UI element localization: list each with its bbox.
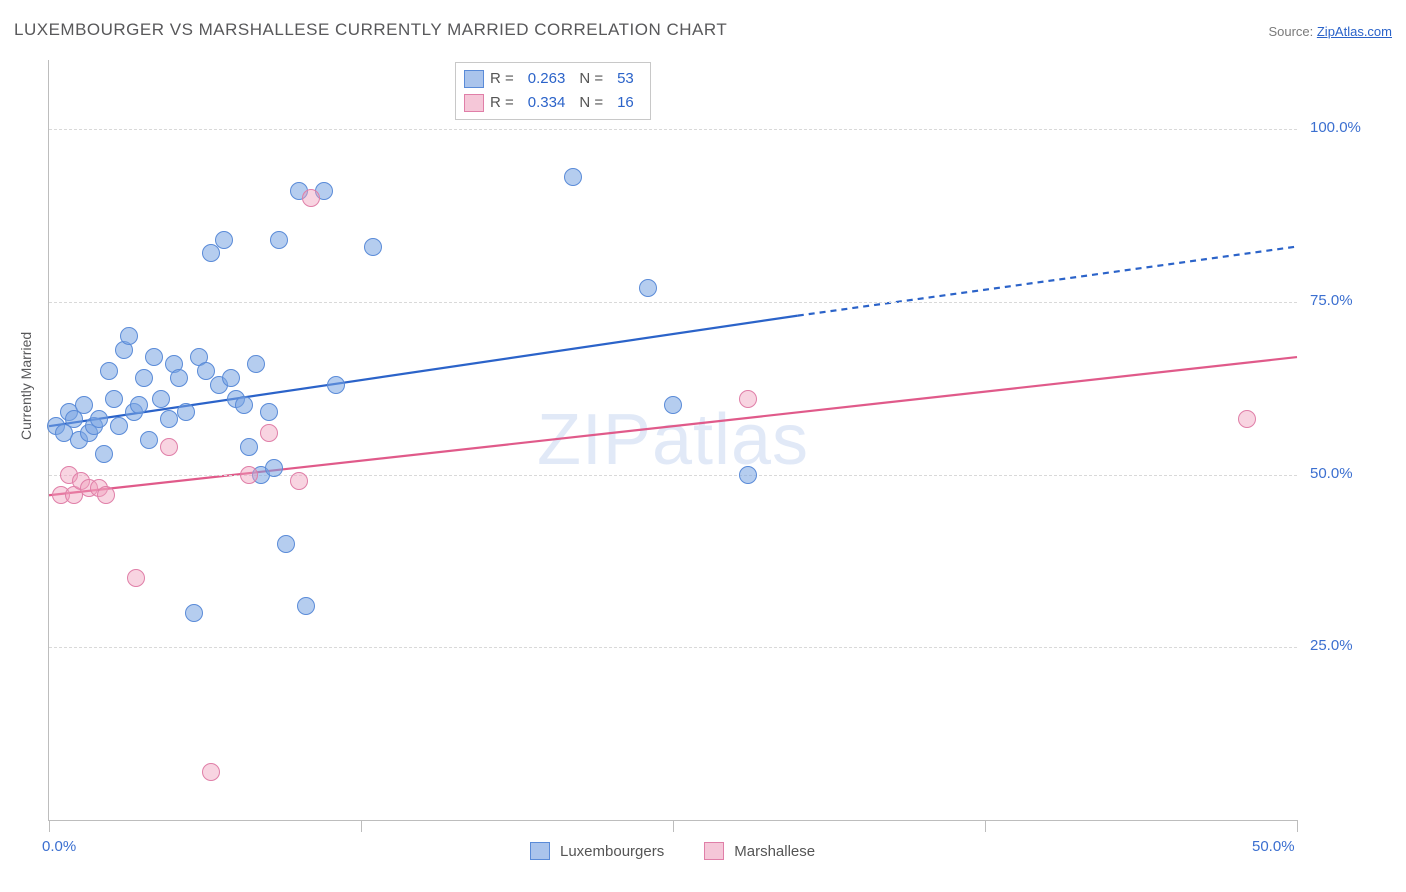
chart-container: LUXEMBOURGER VS MARSHALLESE CURRENTLY MA… (0, 0, 1406, 892)
data-point (260, 424, 278, 442)
data-point (265, 459, 283, 477)
data-point (95, 445, 113, 463)
y-tick-label: 25.0% (1310, 637, 1353, 654)
data-point (277, 535, 295, 553)
stat-swatch-1 (464, 94, 484, 112)
stat-n-0: 53 (617, 67, 634, 91)
data-point (160, 438, 178, 456)
stat-r-label-1: R = (490, 91, 514, 115)
data-point (90, 410, 108, 428)
chart-title: LUXEMBOURGER VS MARSHALLESE CURRENTLY MA… (14, 20, 727, 40)
source-link[interactable]: ZipAtlas.com (1317, 24, 1392, 39)
gridline (49, 475, 1297, 476)
data-point (185, 604, 203, 622)
x-tick-mark (985, 820, 986, 832)
data-point (100, 362, 118, 380)
data-point (152, 390, 170, 408)
data-point (135, 369, 153, 387)
data-point (639, 279, 657, 297)
data-point (290, 472, 308, 490)
data-point (297, 597, 315, 615)
data-point (160, 410, 178, 428)
stat-r-1: 0.334 (528, 91, 566, 115)
legend-swatch-1 (704, 842, 724, 860)
source-prefix: Source: (1268, 24, 1316, 39)
data-point (120, 327, 138, 345)
data-point (240, 466, 258, 484)
y-tick-label: 50.0% (1310, 465, 1353, 482)
legend: Luxembourgers Marshallese (530, 842, 815, 860)
stat-swatch-0 (464, 70, 484, 88)
data-point (739, 390, 757, 408)
x-tick-mark (49, 820, 50, 832)
source-label: Source: ZipAtlas.com (1268, 24, 1392, 39)
data-point (97, 486, 115, 504)
data-point (270, 231, 288, 249)
legend-swatch-0 (530, 842, 550, 860)
stat-n-1: 16 (617, 91, 634, 115)
data-point (110, 417, 128, 435)
x-tick-mark (361, 820, 362, 832)
y-axis-label: Currently Married (18, 332, 34, 440)
y-tick-label: 75.0% (1310, 292, 1353, 309)
data-point (202, 763, 220, 781)
data-point (130, 396, 148, 414)
stat-n-label-0: N = (579, 67, 603, 91)
trend-lines (49, 60, 1297, 820)
data-point (235, 396, 253, 414)
gridline (49, 302, 1297, 303)
data-point (177, 403, 195, 421)
data-point (215, 231, 233, 249)
stat-r-0: 0.263 (528, 67, 566, 91)
x-tick-label: 50.0% (1252, 838, 1295, 855)
data-point (222, 369, 240, 387)
stat-row-1: R = 0.334 N = 16 (464, 91, 642, 115)
x-tick-mark (1297, 820, 1298, 832)
x-tick-mark (673, 820, 674, 832)
data-point (739, 466, 757, 484)
stat-row-0: R = 0.263 N = 53 (464, 67, 642, 91)
data-point (105, 390, 123, 408)
y-tick-label: 100.0% (1310, 119, 1361, 136)
data-point (664, 396, 682, 414)
data-point (240, 438, 258, 456)
legend-label-1: Marshallese (734, 843, 815, 860)
stats-box: R = 0.263 N = 53 R = 0.334 N = 16 (455, 62, 651, 120)
data-point (140, 431, 158, 449)
data-point (170, 369, 188, 387)
data-point (75, 396, 93, 414)
data-point (127, 569, 145, 587)
data-point (202, 244, 220, 262)
gridline (49, 129, 1297, 130)
x-tick-label: 0.0% (42, 838, 76, 855)
gridline (49, 647, 1297, 648)
data-point (260, 403, 278, 421)
stat-n-label-1: N = (579, 91, 603, 115)
data-point (564, 168, 582, 186)
legend-label-0: Luxembourgers (560, 843, 664, 860)
data-point (302, 189, 320, 207)
stat-r-label-0: R = (490, 67, 514, 91)
data-point (247, 355, 265, 373)
plot-area: ZIPatlas (48, 60, 1297, 821)
data-point (1238, 410, 1256, 428)
data-point (327, 376, 345, 394)
data-point (145, 348, 163, 366)
data-point (364, 238, 382, 256)
